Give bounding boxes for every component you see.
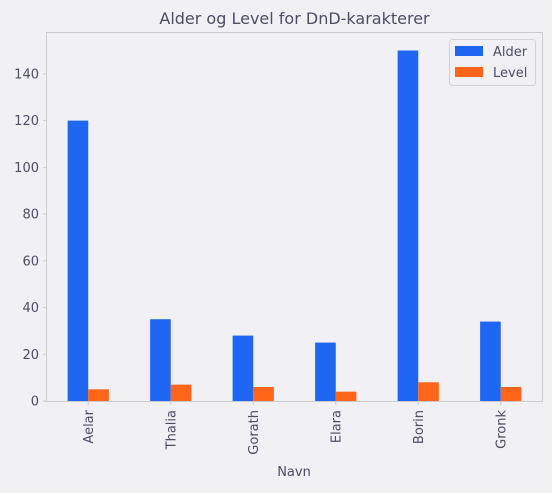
bar-alder-gronk — [480, 321, 501, 401]
x-tick-label: Gronk — [494, 410, 509, 449]
y-tick-label: 100 — [14, 161, 39, 176]
bar-level-elara — [335, 391, 357, 401]
legend-label-level: Level — [493, 66, 527, 81]
legend-label-alder: Alder — [493, 45, 528, 60]
y-tick-label: 140 — [14, 67, 39, 82]
x-tick-label: Thalia — [164, 410, 179, 450]
bar-level-gronk — [500, 386, 522, 401]
legend: Alder Level — [449, 39, 536, 86]
bar-alder-aelar — [67, 120, 89, 401]
plot-frame — [46, 32, 543, 402]
x-tick-label: Elara — [329, 410, 344, 443]
y-tick-label: 20 — [22, 348, 39, 363]
bar-level-thalia — [170, 384, 192, 401]
x-tick-label: Borin — [412, 410, 427, 444]
x-tick-label: Aelar — [82, 409, 97, 443]
bar-alder-gorath — [232, 335, 254, 401]
x-tick-label: Gorath — [247, 410, 262, 455]
y-tick-label: 120 — [14, 114, 39, 129]
x-axis: Aelar Thalia Gorath Elara Borin Gronk — [82, 401, 509, 455]
bar-level-aelar — [88, 389, 109, 401]
y-axis: 0 20 40 60 80 100 120 140 — [14, 67, 47, 410]
bar-level-gorath — [253, 386, 274, 401]
x-axis-label: Navn — [277, 465, 311, 480]
bar-alder-borin — [397, 50, 419, 402]
bar-alder-elara — [315, 342, 336, 401]
y-tick-label: 60 — [22, 254, 39, 269]
bar-alder-thalia — [150, 319, 171, 401]
bar-level-borin — [418, 382, 439, 401]
y-tick-label: 40 — [22, 301, 39, 316]
chart-title: Alder og Level for DnD-karakterer — [159, 9, 430, 28]
y-tick-label: 0 — [31, 395, 39, 410]
bars — [67, 50, 522, 402]
y-tick-label: 80 — [22, 208, 39, 223]
legend-swatch-level — [455, 67, 483, 77]
legend-swatch-alder — [455, 46, 483, 56]
